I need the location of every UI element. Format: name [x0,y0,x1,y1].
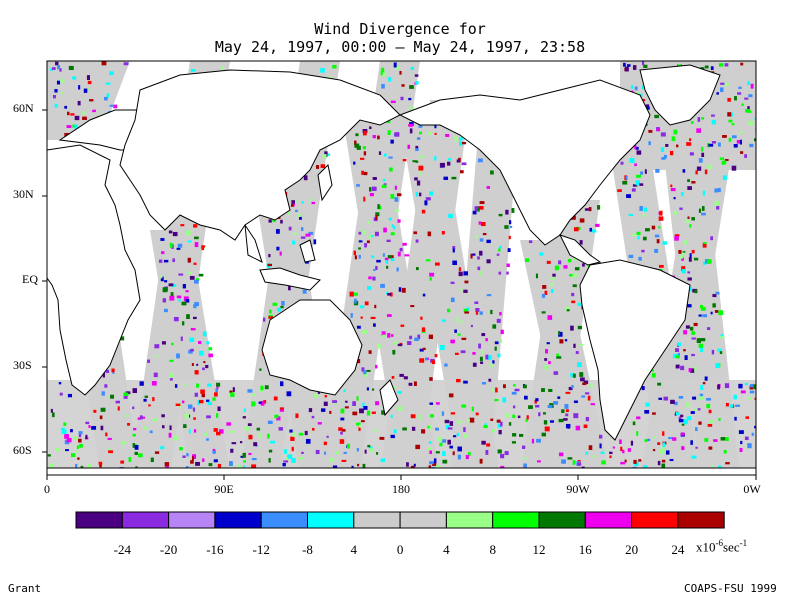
colorbar-tick-label: 16 [578,542,592,557]
colorbar-tick-label: 0 [396,542,404,557]
axis-ticks [42,109,757,480]
colorbar-tick-label: -20 [159,542,178,557]
colorbar-unit: x10-6sec-1 [696,538,748,555]
lon-label-0: 0 [44,482,50,496]
lon-label-0w: 0W [743,482,761,496]
colorbar-tick-label: 4 [350,542,358,557]
colorbar-tick-label: -24 [113,542,131,557]
colorbar-tick-label: 4 [443,542,450,557]
colorbar-tick-label: 20 [625,542,639,557]
colorbar-tick-label: 8 [489,542,496,557]
colorbar-tick-label: -8 [302,542,313,557]
lat-label-eq: EQ [22,272,38,286]
map-title-line-2: May 24, 1997, 00:00 – May 24, 1997, 23:5… [214,38,586,56]
lat-label-60n: 60N [13,101,34,115]
footer-credit: COAPS-FSU 1999 [684,582,777,595]
lat-label-60s: 60S [13,443,32,457]
colorbar-tick-label: 12 [532,542,546,557]
lat-label-30s: 30S [13,358,32,372]
lon-label-90w: 90W [566,482,590,496]
lon-label-90e: 90E [214,482,234,496]
colorbar-tick-label: -12 [252,542,270,557]
continents [47,64,756,475]
map-title-line-1: Wind Divergence for [314,20,486,38]
footer-author: Grant [8,582,42,595]
colorbar-tick-label: 24 [671,542,685,557]
lat-label-30n: 30N [13,187,34,201]
colorbar-tick-label: -16 [206,542,224,557]
lon-label-180: 180 [392,482,410,496]
